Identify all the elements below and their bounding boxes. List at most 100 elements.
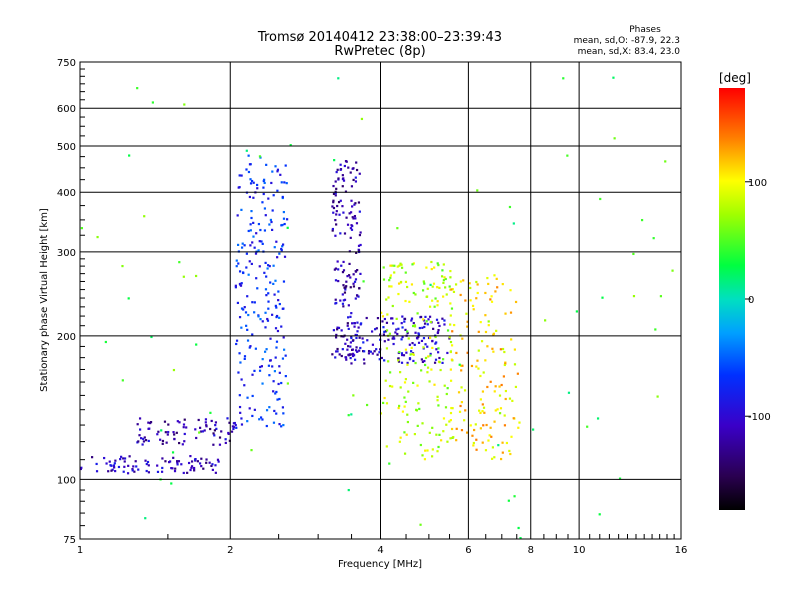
- data-point: [429, 336, 432, 339]
- data-point: [406, 413, 409, 416]
- data-point: [271, 365, 274, 368]
- data-point: [247, 154, 250, 157]
- data-point: [252, 221, 255, 224]
- data-point: [421, 289, 425, 292]
- data-point: [218, 443, 222, 446]
- data-point: [259, 318, 262, 321]
- data-point: [425, 320, 428, 323]
- data-point: [452, 290, 456, 294]
- data-point: [258, 240, 261, 243]
- data-point: [234, 423, 237, 427]
- data-point: [350, 185, 354, 188]
- data-point: [346, 223, 350, 226]
- data-point: [182, 423, 186, 426]
- data-point: [248, 163, 252, 166]
- data-point: [348, 262, 351, 266]
- data-point: [406, 363, 409, 366]
- data-point: [126, 472, 130, 475]
- data-point: [442, 430, 445, 433]
- x-tick-label: 6: [465, 545, 471, 556]
- data-point: [391, 264, 394, 267]
- data-point: [202, 467, 205, 470]
- phases-title: Phases: [629, 25, 661, 35]
- data-point: [238, 174, 241, 177]
- data-point: [274, 356, 277, 359]
- data-point: [391, 317, 394, 320]
- data-point: [482, 406, 486, 409]
- data-point: [224, 441, 227, 445]
- data-point: [475, 297, 478, 300]
- data-point: [161, 457, 164, 460]
- data-point: [443, 384, 446, 387]
- data-point: [450, 307, 454, 310]
- data-point: [205, 458, 208, 461]
- data-point: [336, 326, 339, 329]
- data-point: [340, 329, 343, 332]
- data-point: [399, 436, 402, 439]
- data-point: [263, 207, 267, 210]
- data-point: [250, 216, 253, 220]
- data-point: [263, 229, 267, 232]
- data-point: [480, 340, 484, 343]
- data-point: [160, 470, 164, 473]
- data-point: [359, 272, 362, 275]
- data-point: [253, 369, 256, 372]
- colorbar-ticks: 100 0 -100: [745, 178, 771, 423]
- data-point: [434, 335, 437, 339]
- data-point: [199, 426, 202, 429]
- data-point: [357, 244, 361, 247]
- data-point: [455, 439, 458, 442]
- data-point: [465, 431, 469, 434]
- data-point: [404, 271, 407, 274]
- data-point: [438, 324, 441, 328]
- data-point: [334, 234, 337, 237]
- data-point: [351, 348, 354, 351]
- data-point: [249, 182, 253, 185]
- data-point: [182, 426, 185, 429]
- data-point: [331, 229, 334, 232]
- data-point: [493, 456, 496, 459]
- data-point: [360, 322, 363, 325]
- data-point: [128, 154, 131, 157]
- data-point: [449, 314, 452, 317]
- data-point: [383, 340, 386, 343]
- data-point: [398, 440, 401, 443]
- data-point: [235, 259, 238, 262]
- data-point: [349, 315, 352, 318]
- data-point: [246, 328, 249, 331]
- data-point: [513, 348, 516, 351]
- data-point: [267, 364, 271, 367]
- data-point: [417, 335, 420, 338]
- data-point: [122, 457, 125, 460]
- data-point: [143, 215, 146, 218]
- data-point: [336, 168, 339, 171]
- data-point: [431, 426, 434, 429]
- data-point: [365, 403, 369, 407]
- data-point: [423, 359, 426, 363]
- data-point: [343, 232, 347, 235]
- data-point: [346, 324, 349, 327]
- data-point: [248, 346, 251, 349]
- data-point: [567, 391, 571, 394]
- data-point: [475, 448, 478, 451]
- data-point: [275, 315, 278, 319]
- data-point: [448, 336, 451, 339]
- data-point: [476, 283, 479, 286]
- data-point: [466, 320, 469, 323]
- data-point: [424, 449, 427, 452]
- data-point: [235, 426, 238, 429]
- data-point: [458, 410, 462, 413]
- data-point: [444, 286, 447, 289]
- data-point: [224, 438, 227, 441]
- data-point: [654, 328, 657, 331]
- data-point: [114, 469, 117, 473]
- data-point: [159, 438, 162, 441]
- y-axis: 75 100 200 300 400 500 600 750: [57, 58, 85, 546]
- data-point: [127, 297, 130, 300]
- data-point: [383, 317, 386, 321]
- data-point: [226, 417, 229, 420]
- data-point: [412, 262, 415, 265]
- data-point: [117, 465, 121, 469]
- data-point: [422, 280, 425, 283]
- data-point: [278, 316, 281, 319]
